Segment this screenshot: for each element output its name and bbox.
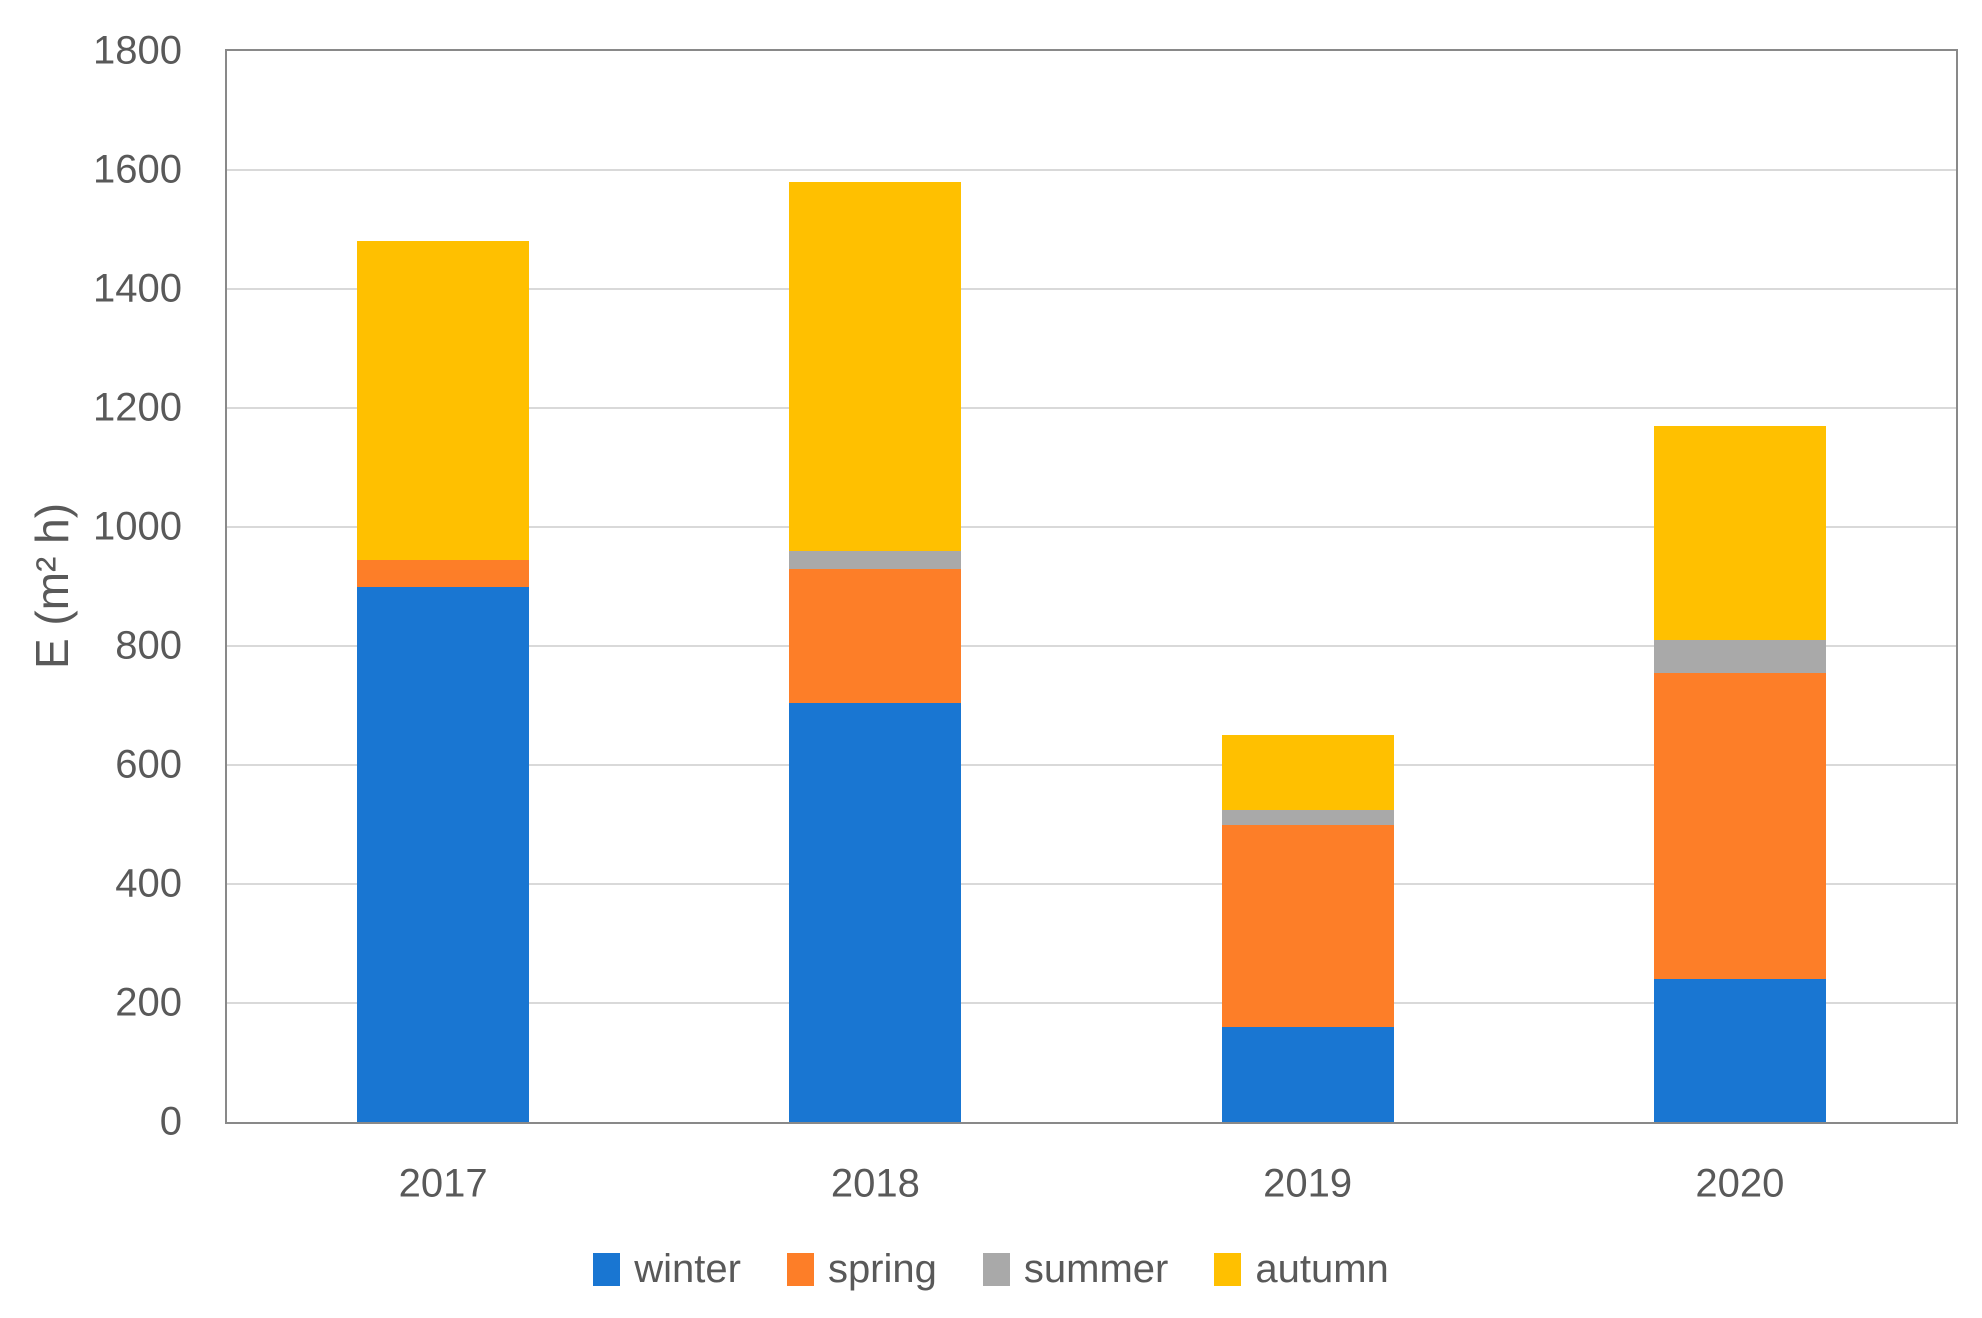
bar-segment-winter-2020 bbox=[1653, 979, 1826, 1122]
gridline-y-1200 bbox=[227, 407, 1956, 409]
x-tick-label-2018: 2018 bbox=[830, 1161, 920, 1206]
gridline-y-1600 bbox=[227, 169, 1956, 171]
bar-segment-winter-2017 bbox=[357, 586, 530, 1122]
legend-label-summer: summer bbox=[1023, 1246, 1169, 1291]
legend: winter spring summer autumn bbox=[0, 1242, 1982, 1296]
legend-swatch-summer bbox=[982, 1252, 1010, 1286]
plot-area bbox=[225, 49, 1958, 1124]
gridline-y-600 bbox=[227, 764, 1956, 766]
gridline-y-400 bbox=[227, 883, 1956, 885]
y-tick-label-1200: 1200 bbox=[93, 385, 182, 430]
y-tick-label-600: 600 bbox=[115, 742, 182, 787]
bar-segment-autumn-2018 bbox=[789, 181, 962, 551]
gridline-y-1400 bbox=[227, 288, 1956, 290]
y-tick-label-200: 200 bbox=[115, 980, 182, 1025]
y-tick-label-1400: 1400 bbox=[93, 266, 182, 311]
gridline-y-200 bbox=[227, 1002, 1956, 1004]
bar-segment-winter-2019 bbox=[1221, 1026, 1394, 1122]
legend-swatch-spring bbox=[786, 1252, 814, 1286]
legend-item-summer: summer bbox=[982, 1246, 1169, 1292]
bar-segment-autumn-2020 bbox=[1653, 425, 1826, 641]
y-axis-title: E (m² h) bbox=[26, 502, 78, 670]
legend-label-winter: winter bbox=[634, 1246, 741, 1291]
bar-segment-winter-2018 bbox=[789, 702, 962, 1122]
bar-segment-autumn-2019 bbox=[1221, 735, 1394, 810]
legend-swatch-autumn bbox=[1214, 1252, 1242, 1286]
y-tick-label-800: 800 bbox=[115, 623, 182, 668]
y-tick-label-1600: 1600 bbox=[93, 147, 182, 192]
bar-segment-summer-2018 bbox=[789, 550, 962, 569]
legend-label-spring: spring bbox=[827, 1246, 937, 1291]
x-tick-label-2020: 2020 bbox=[1695, 1161, 1785, 1206]
y-tick-label-1800: 1800 bbox=[93, 28, 182, 73]
bar-segment-spring-2019 bbox=[1221, 824, 1394, 1027]
legend-item-winter: winter bbox=[593, 1247, 741, 1292]
gridline-y-800 bbox=[227, 645, 1956, 647]
bar-segment-autumn-2017 bbox=[357, 241, 530, 560]
x-tick-label-2019: 2019 bbox=[1263, 1161, 1353, 1206]
bar-segment-spring-2018 bbox=[789, 568, 962, 703]
legend-item-autumn: autumn bbox=[1214, 1246, 1389, 1292]
bar-segment-spring-2020 bbox=[1653, 672, 1826, 980]
bar-segment-summer-2019 bbox=[1221, 809, 1394, 825]
legend-item-spring: spring bbox=[786, 1246, 937, 1292]
legend-swatch-winter bbox=[593, 1252, 621, 1286]
y-tick-label-0: 0 bbox=[159, 1099, 182, 1144]
bar-segment-spring-2017 bbox=[357, 559, 530, 587]
legend-label-autumn: autumn bbox=[1255, 1246, 1389, 1291]
gridline-y-1000 bbox=[227, 526, 1956, 528]
y-tick-label-400: 400 bbox=[115, 861, 182, 906]
y-tick-label-1000: 1000 bbox=[93, 504, 182, 549]
x-tick-label-2017: 2017 bbox=[398, 1161, 488, 1206]
bar-segment-summer-2020 bbox=[1653, 640, 1826, 673]
